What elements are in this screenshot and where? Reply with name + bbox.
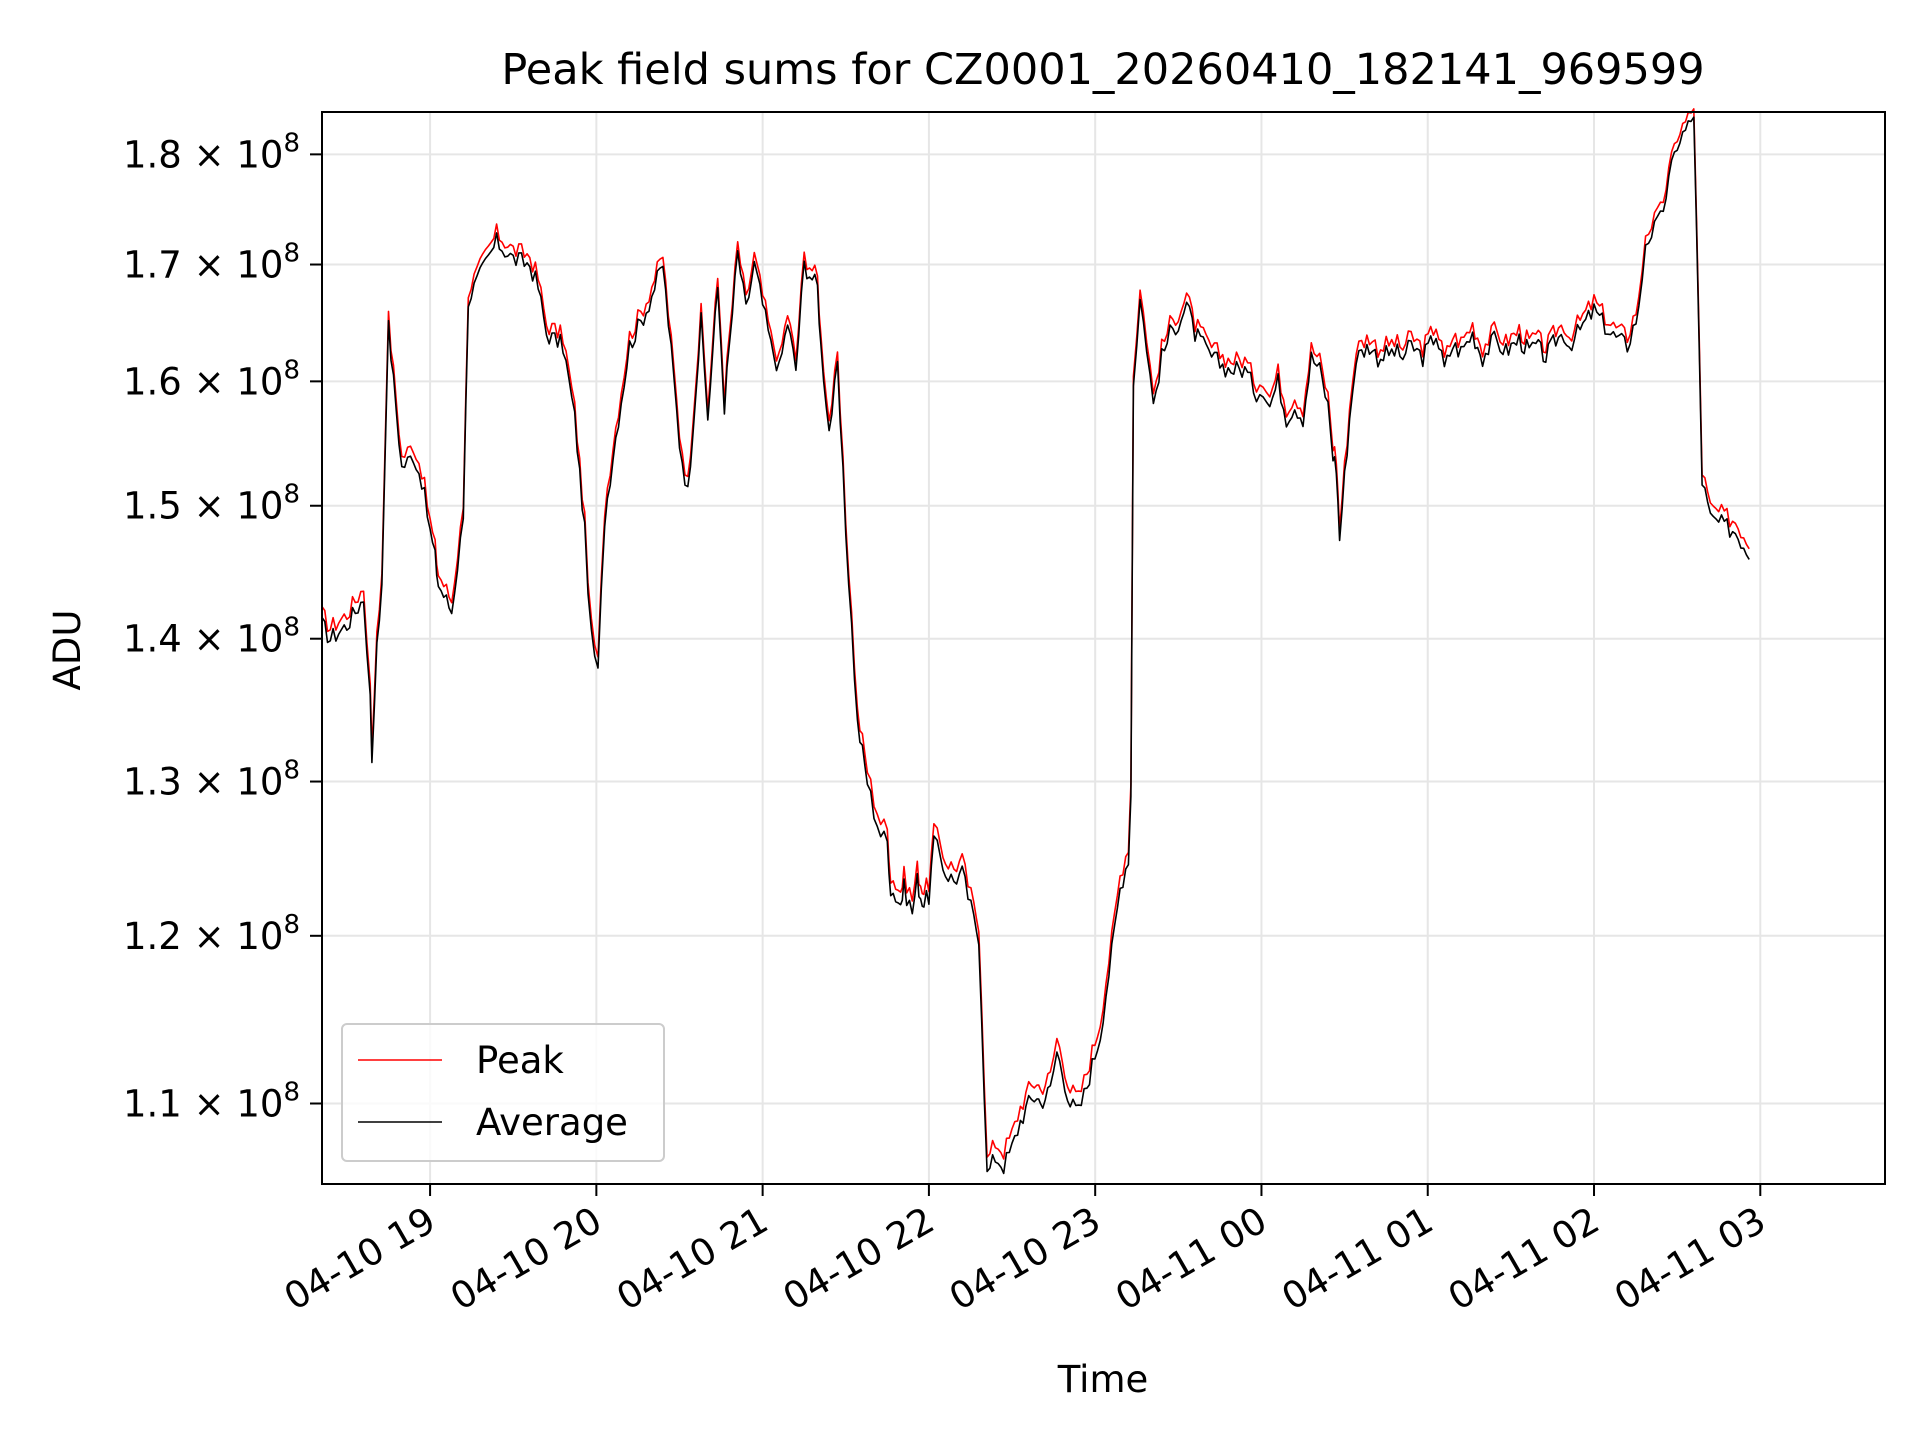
y-tick-base: 10 [236, 618, 283, 661]
y-tick-base: 10 [236, 485, 283, 528]
y-tick-times: × [182, 360, 237, 403]
y-tick-exponent: 8 [283, 756, 300, 786]
y-tick-label: 1.8 × 108 [123, 128, 300, 176]
y-tick-times: × [182, 1082, 237, 1125]
y-tick-exponent: 8 [283, 239, 300, 269]
y-tick-base: 10 [236, 244, 283, 287]
y-tick-base: 10 [236, 761, 283, 804]
y-tick-exponent: 8 [283, 355, 300, 385]
y-tick-exponent: 8 [283, 910, 300, 940]
plot-lines [321, 108, 1750, 1175]
y-tick-exponent: 8 [283, 1077, 300, 1107]
series-line-peak [321, 108, 1750, 1160]
y-tick-mantissa: 1.8 [123, 133, 182, 176]
y-tick-times: × [182, 244, 237, 287]
y-tick-label: 1.2 × 108 [123, 910, 300, 958]
y-tick-mantissa: 1.6 [123, 360, 182, 403]
y-tick-label: 1.5 × 108 [123, 480, 300, 528]
x-axis-label: Time [1057, 1358, 1149, 1401]
chart-title: Peak field sums for CZ0001_20260410_1821… [501, 45, 1704, 95]
y-tick-label: 1.7 × 108 [123, 239, 300, 287]
y-tick-base: 10 [236, 1082, 283, 1125]
series-line-average [321, 116, 1750, 1175]
y-tick-mantissa: 1.2 [123, 915, 182, 958]
y-tick-base: 10 [236, 915, 283, 958]
y-tick-mantissa: 1.3 [123, 761, 182, 804]
legend-box [341, 1023, 665, 1162]
y-tick-label: 1.4 × 108 [123, 613, 300, 661]
y-tick-exponent: 8 [283, 613, 300, 643]
y-tick-mantissa: 1.5 [123, 485, 182, 528]
legend-peak-label: Peak [476, 1039, 564, 1082]
y-tick-mantissa: 1.4 [123, 618, 182, 661]
y-tick-label: 1.3 × 108 [123, 756, 300, 804]
legend-average-label: Average [476, 1101, 628, 1144]
y-tick-mantissa: 1.7 [123, 244, 182, 287]
y-tick-times: × [182, 915, 237, 958]
y-tick-label: 1.6 × 108 [123, 355, 300, 403]
y-axis-label: ADU [46, 610, 89, 691]
grid [322, 112, 1885, 1184]
y-tick-times: × [182, 618, 237, 661]
y-tick-exponent: 8 [283, 480, 300, 510]
y-tick-times: × [182, 485, 237, 528]
y-tick-base: 10 [236, 133, 283, 176]
y-tick-exponent: 8 [283, 128, 300, 158]
y-tick-label: 1.1 × 108 [123, 1077, 300, 1125]
legend[interactable]: Peak Average [341, 1023, 665, 1162]
y-tick-times: × [182, 133, 237, 176]
y-tick-times: × [182, 761, 237, 804]
plot-frame [321, 111, 1886, 1185]
y-tick-mantissa: 1.1 [123, 1082, 182, 1125]
y-tick-base: 10 [236, 360, 283, 403]
